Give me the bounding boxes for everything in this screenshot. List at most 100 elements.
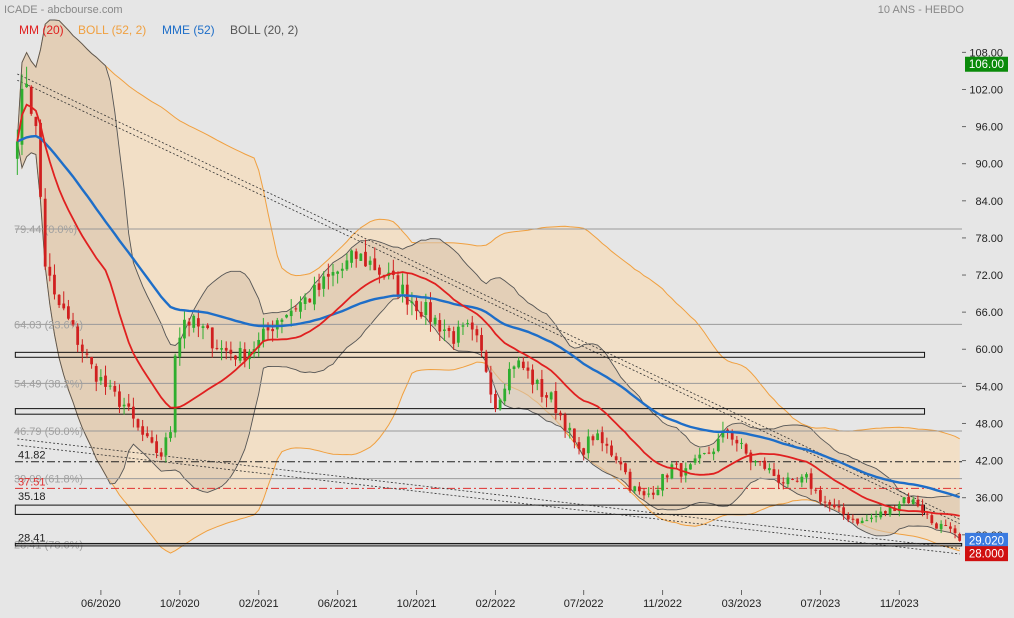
candle-body: [66, 306, 70, 319]
candle-body: [266, 327, 270, 331]
candle: [57, 294, 61, 308]
candle: [141, 419, 145, 442]
candle-body: [675, 463, 678, 465]
candle: [545, 392, 548, 408]
candle: [85, 348, 89, 359]
candle: [744, 442, 748, 456]
candle-body: [600, 432, 604, 444]
candle: [470, 315, 474, 341]
candle: [229, 341, 233, 361]
candle: [712, 448, 716, 461]
candle: [554, 382, 558, 420]
candle: [512, 365, 516, 378]
candle: [206, 323, 210, 330]
candle-body: [364, 251, 367, 267]
candle: [201, 323, 205, 340]
candle: [452, 326, 456, 350]
candle-body: [71, 320, 75, 325]
candle: [568, 422, 572, 439]
candle: [238, 341, 242, 364]
candle: [303, 293, 307, 311]
candle-body: [415, 300, 418, 312]
candle: [345, 253, 349, 271]
candle: [373, 247, 377, 271]
candle-body: [303, 297, 307, 304]
candle-body: [735, 439, 739, 444]
candle: [897, 501, 901, 517]
candle-body: [196, 318, 200, 327]
candle-body: [34, 116, 38, 127]
candle: [949, 522, 952, 533]
candle: [805, 472, 808, 483]
candle: [378, 264, 381, 284]
candle: [80, 339, 84, 363]
fib-label: 54.49 (38.2%): [14, 378, 83, 390]
candle: [874, 510, 878, 523]
candle: [336, 270, 340, 284]
candle: [224, 341, 228, 360]
legend-boll20: BOLL (20, 2): [230, 23, 298, 37]
candle-body: [29, 86, 33, 114]
candle-body: [494, 393, 497, 409]
candle-body: [155, 441, 158, 454]
candle-body: [535, 379, 539, 384]
candle: [907, 492, 911, 504]
candle-body: [726, 429, 729, 432]
candle-body: [94, 366, 98, 382]
candle-body: [916, 499, 920, 507]
candle-body: [141, 426, 145, 435]
candle-body: [795, 480, 799, 482]
candle-body: [730, 432, 734, 440]
candle-body: [642, 491, 646, 496]
candle: [187, 317, 191, 337]
candle-body: [540, 379, 544, 397]
candle-body: [456, 326, 460, 343]
candle: [596, 429, 599, 441]
candle: [164, 432, 168, 463]
fib-label: 46.79 (50.0%): [14, 426, 83, 438]
candle: [549, 391, 553, 403]
candle-body: [438, 320, 442, 332]
candle: [507, 362, 511, 395]
candle-body: [958, 534, 962, 541]
candle-body: [271, 329, 275, 332]
candle-body: [591, 436, 595, 441]
candle: [66, 299, 70, 321]
candle-body: [754, 461, 757, 463]
candle: [675, 461, 678, 469]
candle-body: [586, 436, 590, 454]
candle-body: [419, 311, 423, 317]
candle: [577, 437, 581, 455]
candle: [842, 503, 846, 520]
candle-body: [401, 284, 405, 294]
candle-body: [507, 368, 511, 391]
y-tick-label: 78.00: [975, 233, 1003, 245]
candle-body: [577, 442, 581, 449]
candle-body: [145, 433, 149, 437]
candle: [879, 506, 883, 520]
candle: [484, 349, 488, 373]
y-tick-label: 96.00: [975, 122, 1003, 134]
candle: [261, 317, 265, 348]
candle-body: [749, 452, 753, 463]
candle: [716, 433, 720, 453]
candle: [944, 519, 948, 527]
candle-body: [897, 504, 901, 512]
candle-body: [563, 414, 567, 431]
candle-body: [665, 475, 669, 478]
candle: [921, 499, 924, 517]
candle-body: [80, 344, 84, 352]
candle: [257, 332, 261, 357]
candle: [526, 361, 530, 379]
candle: [350, 249, 353, 268]
candle: [958, 532, 962, 542]
level-label: 28.41: [18, 533, 46, 545]
candle-body: [874, 516, 878, 518]
y-tick-label: 90.00: [975, 159, 1003, 171]
candle: [777, 469, 781, 490]
candle-body: [308, 298, 312, 303]
candle-body: [661, 474, 664, 491]
candle-body: [461, 325, 465, 327]
candle-body: [43, 198, 47, 267]
candle-body: [215, 347, 219, 349]
